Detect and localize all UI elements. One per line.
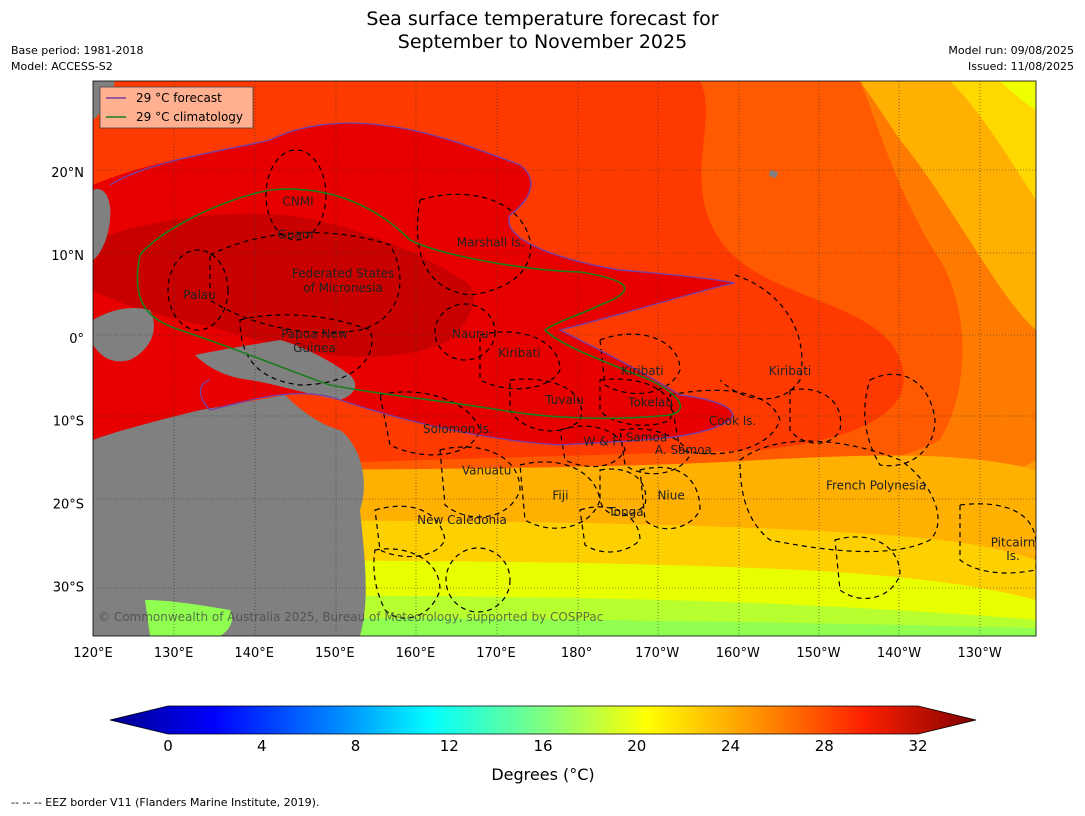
colorbar-tick-label: 4 bbox=[257, 737, 267, 755]
longitude-axis: 120°E 130°E 140°E 150°E 160°E 170°E 180° 170°W 1… bbox=[73, 646, 1002, 661]
colorbar-tick-label: 8 bbox=[351, 737, 361, 755]
place-label-tuvalu: Tuvalu bbox=[544, 393, 584, 407]
place-label-new-caledonia: New Caledonia bbox=[417, 513, 507, 527]
place-label-solomon-is: Solomon Is. bbox=[423, 422, 493, 436]
sst-band-ne bbox=[860, 81, 1036, 330]
issued-date: Issued: 11/08/2025 bbox=[967, 60, 1074, 73]
australia-land bbox=[93, 395, 366, 636]
colorbar-label: Degrees (°C) bbox=[491, 765, 594, 784]
place-label-papua-new: Papua New bbox=[281, 327, 348, 341]
legend-climatology-label: 29 °C climatology bbox=[136, 110, 243, 124]
place-label-guinea: Guinea bbox=[293, 341, 336, 355]
philippines-land bbox=[93, 189, 111, 260]
new-zealand-land bbox=[145, 600, 232, 636]
colorbar-ticks: 0 4 8 12 16 20 24 28 32 bbox=[163, 737, 927, 755]
place-label-guam: Guam bbox=[278, 227, 314, 241]
place-label-kiribati: Kiribati bbox=[621, 364, 663, 378]
map-body bbox=[93, 81, 1036, 636]
lon-tick-label: 120°E bbox=[73, 646, 113, 661]
colorbar-tick-label: 20 bbox=[627, 737, 646, 755]
chart-title: Sea surface temperature forecast for Sep… bbox=[0, 8, 1085, 54]
place-label-of-micronesia: of Micronesia bbox=[303, 281, 383, 295]
place-label-tokelau: Tokelau bbox=[627, 396, 673, 410]
latitude-axis: 20°N 10°N 0° 10°S 20°S 30°S bbox=[51, 166, 84, 595]
lat-tick-label: 20°S bbox=[53, 498, 84, 513]
sst-band-ne3 bbox=[1000, 81, 1036, 110]
colorbar-tick-label: 24 bbox=[721, 737, 740, 755]
indonesia-land bbox=[93, 308, 154, 362]
place-label-tonga: Tonga bbox=[607, 505, 643, 519]
lat-tick-label: 10°N bbox=[51, 249, 84, 264]
hawaii-land bbox=[769, 170, 778, 178]
place-label-a-samoa: A. Samoa bbox=[655, 443, 712, 457]
base-period: Base period: 1981-2018 bbox=[11, 44, 144, 57]
lon-tick-label: 140°W bbox=[877, 646, 921, 661]
place-label-is: Is. bbox=[1006, 549, 1020, 563]
legend-box bbox=[99, 86, 254, 129]
lat-tick-label: 10°S bbox=[53, 415, 84, 430]
lon-tick-label: 160°W bbox=[716, 646, 760, 661]
map-frame bbox=[92, 80, 1037, 637]
place-label-fiji: Fiji bbox=[552, 488, 568, 502]
warm-pool-core bbox=[93, 213, 474, 357]
copyright-notice: © Commonwealth of Australia 2025, Bureau… bbox=[98, 610, 603, 624]
lon-tick-label: 180° bbox=[561, 646, 592, 661]
lat-tick-label: 20°N bbox=[51, 166, 84, 181]
place-label-palau: Palau bbox=[183, 288, 215, 302]
place-label-kiribati: Kiribati bbox=[498, 346, 540, 360]
model-run: Model run: 09/08/2025 bbox=[948, 44, 1074, 57]
place-label-federated-states: Federated States bbox=[292, 266, 394, 280]
lat-tick-label: 30°S bbox=[53, 580, 84, 595]
colorbar-strip bbox=[109, 705, 977, 735]
lon-tick-label: 150°W bbox=[796, 646, 840, 661]
place-label-nauru: Nauru bbox=[452, 327, 488, 341]
new-guinea-land bbox=[195, 340, 356, 400]
place-label-niue: Niue bbox=[657, 488, 684, 502]
lon-tick-label: 160°E bbox=[396, 646, 436, 661]
meta-right: Model run: 09/08/2025 Issued: 11/08/2025 bbox=[948, 43, 1074, 75]
climatology-contour bbox=[136, 188, 682, 420]
gridlines bbox=[93, 81, 1036, 636]
legend-forecast-label: 29 °C forecast bbox=[136, 91, 222, 105]
lon-tick-label: 130°E bbox=[154, 646, 194, 661]
place-label-samoa: Samoa bbox=[626, 430, 667, 444]
colorbar-tick-label: 28 bbox=[815, 737, 834, 755]
lon-tick-label: 140°E bbox=[234, 646, 274, 661]
place-label-pitcairn: Pitcairn bbox=[991, 536, 1036, 550]
place-label-w-f: W & F bbox=[584, 435, 620, 449]
lat-tick-label: 0° bbox=[69, 332, 84, 347]
map-legend: 29 °C forecast 29 °C climatology bbox=[99, 86, 254, 129]
model-name: Model: ACCESS-S2 bbox=[11, 60, 113, 73]
title-line-1: Sea surface temperature forecast for bbox=[366, 8, 719, 30]
lon-tick-label: 170°E bbox=[476, 646, 516, 661]
place-label-french-polynesia: French Polynesia bbox=[826, 478, 926, 492]
place-label-vanuatu: Vanuatu bbox=[462, 464, 512, 478]
place-label-marshall-is: Marshall Is. bbox=[457, 236, 525, 250]
lon-tick-label: 130°W bbox=[958, 646, 1002, 661]
place-label-kiribati: Kiribati bbox=[769, 364, 811, 378]
title-line-2: September to November 2025 bbox=[397, 31, 688, 53]
colorbar-tick-label: 12 bbox=[440, 737, 459, 755]
sst-band-ne2 bbox=[950, 81, 1036, 200]
place-label-cook-is: Cook Is. bbox=[709, 414, 756, 428]
forecast-contour bbox=[109, 122, 736, 446]
eez-footnote: -- -- -- EEZ border V11 (Flanders Marine… bbox=[11, 796, 320, 809]
meta-left: Base period: 1981-2018 Model: ACCESS-S2 bbox=[11, 43, 143, 75]
lon-tick-label: 170°W bbox=[635, 646, 679, 661]
colorbar-tick-label: 0 bbox=[163, 737, 173, 755]
colorbar-tick-label: 32 bbox=[908, 737, 927, 755]
lon-tick-label: 150°E bbox=[315, 646, 355, 661]
colorbar: 0 4 8 12 16 20 24 28 32 Degrees (°C) bbox=[109, 705, 977, 784]
colorbar-tick-label: 16 bbox=[533, 737, 552, 755]
place-label-cnmi: CNMI bbox=[282, 194, 313, 208]
